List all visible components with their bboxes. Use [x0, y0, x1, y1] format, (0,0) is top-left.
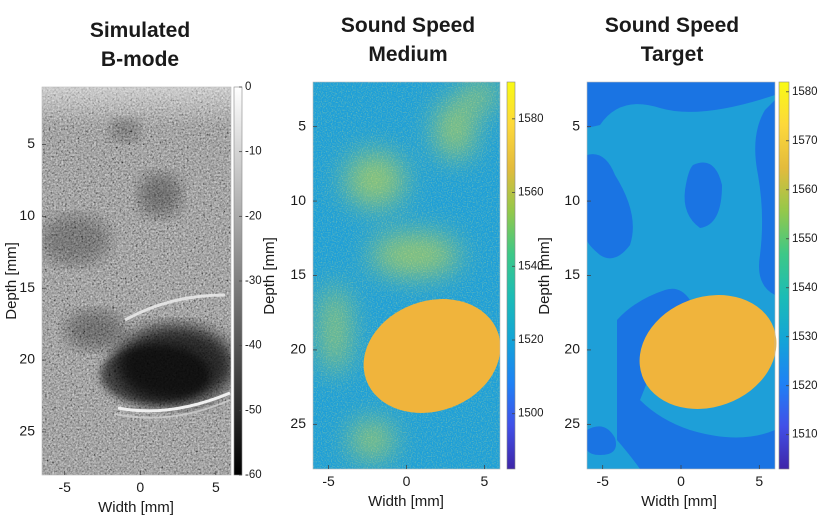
- bmode-colorbar-tick-label: 0: [245, 81, 251, 93]
- medium-x-tick-label: 0: [403, 473, 411, 489]
- medium-ylabel: Depth [mm]: [261, 237, 278, 315]
- bmode-colorbar-tick-label: -40: [245, 340, 262, 352]
- target-x-tick-label: 0: [677, 473, 685, 489]
- target-colorbar-tick-label: 1530: [792, 331, 818, 343]
- target-colorbar-tick-label: 1540: [792, 282, 818, 294]
- target-x-ticks: -5 0 5: [596, 465, 763, 489]
- bmode-y-ticks: 5 10 15 20 25: [19, 135, 46, 439]
- bmode-image: [42, 87, 231, 475]
- medium-colorbar-tick-label: 1580: [518, 113, 544, 125]
- target-title-line2: Target: [641, 43, 704, 66]
- medium-colorbar: [506, 81, 516, 470]
- bmode-ylabel: Depth [mm]: [3, 242, 20, 320]
- target-xlabel: Width [mm]: [641, 493, 717, 510]
- target-colorbar: [778, 81, 790, 470]
- bmode-x-ticks: -5 0 5: [58, 471, 220, 495]
- bmode-y-tick-label: 20: [19, 351, 35, 367]
- bmode-y-tick-label: 25: [19, 423, 35, 439]
- bmode-colorbar-tick-label: -30: [245, 275, 262, 287]
- target-colorbar-tick-label: 1570: [792, 135, 818, 147]
- target-y-tick-label: 25: [564, 415, 580, 431]
- target-x-tick-label: -5: [596, 473, 609, 489]
- bmode-x-tick-label: 5: [212, 479, 220, 495]
- medium-colorbar-tick-label: 1560: [518, 187, 544, 199]
- target-colorbar-tick-label: 1510: [792, 429, 818, 441]
- medium-y-tick-label: 25: [290, 415, 306, 431]
- medium-colorbar-tick-label: 1500: [518, 408, 544, 420]
- medium-colorbar-tick-label: 1520: [518, 334, 544, 346]
- target-y-tick-label: 5: [572, 117, 580, 133]
- target-y-tick-label: 10: [564, 192, 580, 208]
- bmode-title-line1: Simulated: [90, 19, 190, 42]
- medium-colorbar-tick-label: 1540: [518, 260, 544, 272]
- bmode-xlabel: Width [mm]: [98, 499, 174, 516]
- target-x-tick-label: 5: [755, 473, 763, 489]
- target-y-ticks: 5 10 15 20 25: [564, 117, 591, 431]
- target-colorbar-tick-label: 1560: [792, 184, 818, 196]
- target-y-tick-label: 15: [564, 266, 580, 282]
- bmode-colorbar-tick-label: -60: [245, 469, 262, 481]
- medium-y-tick-label: 5: [298, 117, 306, 133]
- bmode-colorbar-tick-label: -20: [245, 210, 262, 222]
- bmode-y-tick-label: 10: [19, 207, 35, 223]
- target-colorbar-ticks: 1580 1570 1560 1550 1540 1530 1520 1510: [786, 86, 818, 441]
- bmode-colorbar-tick-label: -10: [245, 146, 262, 158]
- bmode-title-line2: B-mode: [101, 48, 179, 71]
- bmode-y-tick-label: 15: [19, 279, 35, 295]
- medium-x-tick-label: -5: [322, 473, 335, 489]
- medium-title-line2: Medium: [368, 43, 447, 66]
- medium-image: [313, 82, 500, 469]
- medium-title-line1: Sound Speed: [341, 14, 475, 37]
- bmode-x-tick-label: 0: [136, 479, 144, 495]
- bmode-y-tick-label: 5: [27, 135, 35, 151]
- medium-x-tick-label: 5: [481, 473, 489, 489]
- medium-y-tick-label: 10: [290, 192, 306, 208]
- target-y-tick-label: 20: [564, 341, 580, 357]
- target-image: [587, 82, 777, 469]
- bmode-colorbar-ticks: 0 -10 -20 -30 -40 -50 -60: [239, 81, 262, 481]
- medium-xlabel: Width [mm]: [368, 493, 444, 510]
- medium-colorbar-ticks: 1580 1560 1540 1520 1500: [512, 113, 544, 420]
- target-colorbar-tick-label: 1550: [792, 233, 818, 245]
- target-ylabel: Depth [mm]: [536, 237, 553, 315]
- target-colorbar-tick-label: 1580: [792, 86, 818, 98]
- bmode-x-tick-label: -5: [58, 479, 71, 495]
- target-title-line1: Sound Speed: [605, 14, 739, 37]
- medium-y-ticks: 5 10 15 20 25: [290, 117, 317, 431]
- bmode-axes: [41, 86, 232, 476]
- medium-y-tick-label: 15: [290, 266, 306, 282]
- medium-x-ticks: -5 0 5: [322, 465, 489, 489]
- medium-y-tick-label: 20: [290, 341, 306, 357]
- bmode-colorbar-tick-label: -50: [245, 404, 262, 416]
- target-colorbar-tick-label: 1520: [792, 380, 818, 392]
